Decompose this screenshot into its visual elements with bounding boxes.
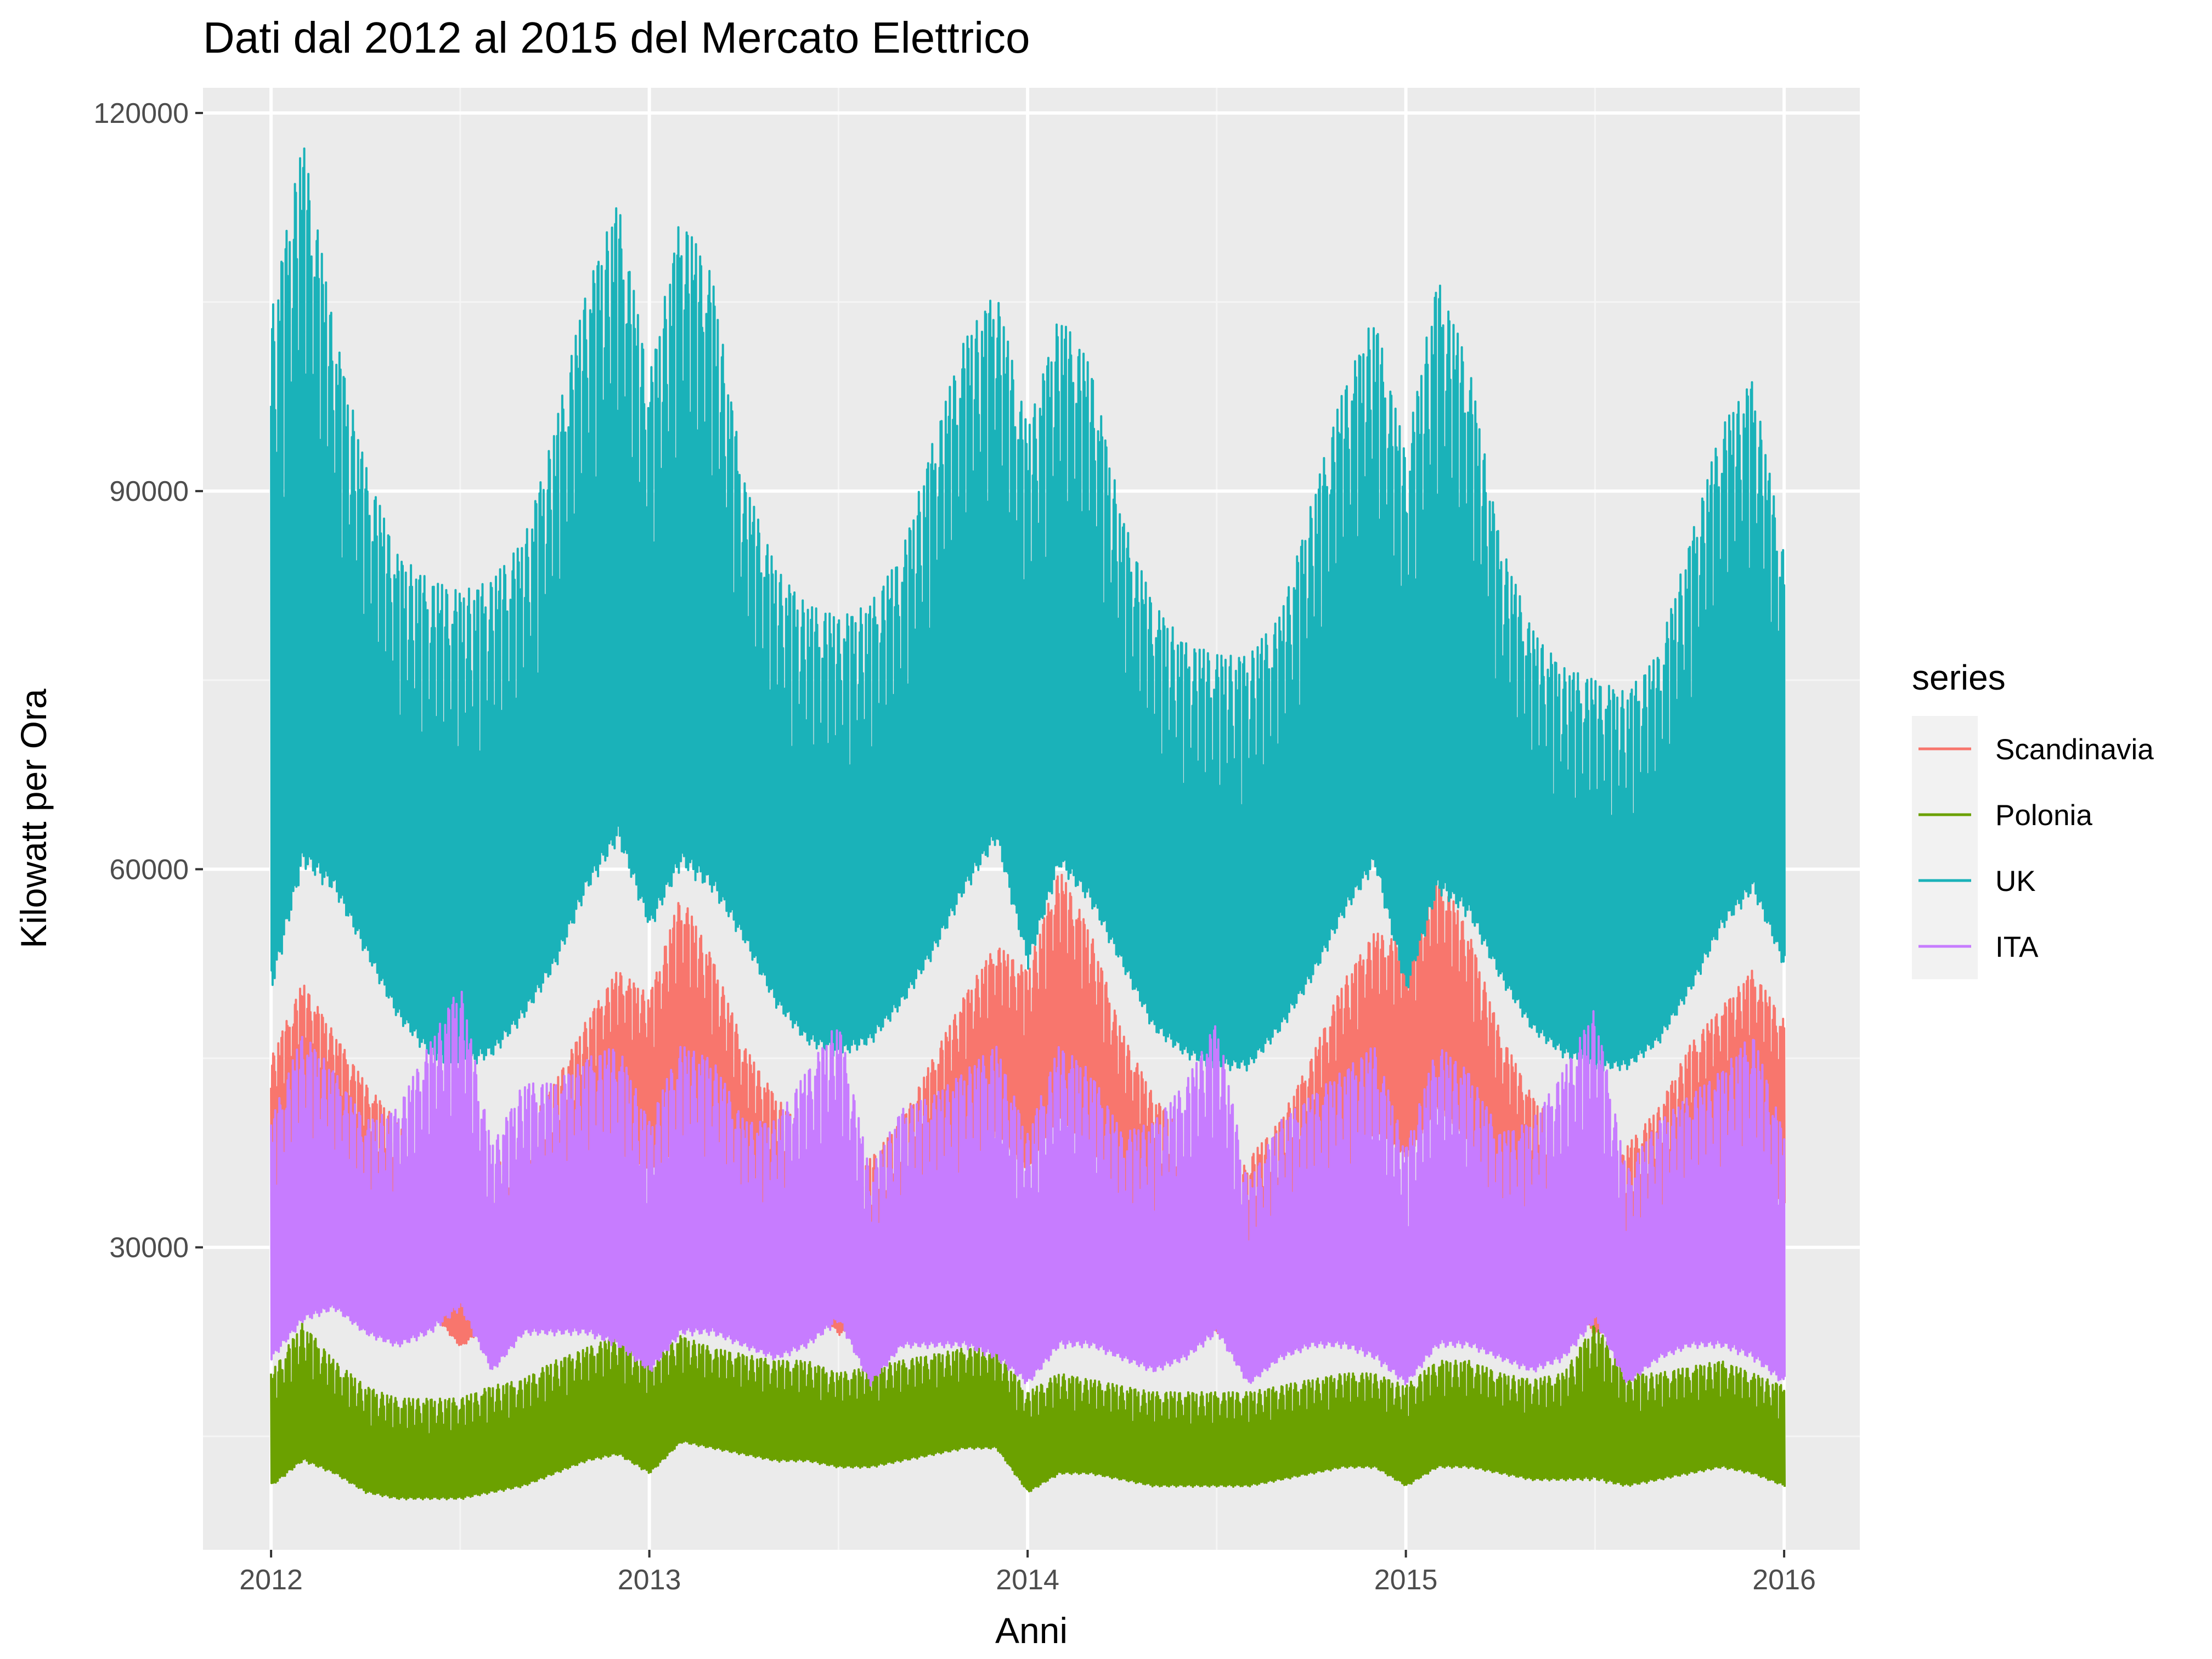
y-tick-label: 120000 <box>93 98 189 129</box>
legend-label-ita: ITA <box>1995 931 2039 963</box>
x-tick-label: 2015 <box>1374 1564 1438 1596</box>
y-tick-label: 90000 <box>109 476 189 507</box>
series-layer <box>270 147 1786 1500</box>
y-axis-title: Kilowatt per Ora <box>13 689 54 948</box>
legend-label-polonia: Polonia <box>1995 799 2092 832</box>
legend: series Scandinavia Polonia UK ITA <box>1912 658 2154 979</box>
legend-label-uk: UK <box>1995 865 2036 898</box>
y-axis: 30000 60000 90000 120000 <box>93 98 203 1264</box>
x-axis-title: Anni <box>995 1610 1068 1651</box>
y-tick-label: 30000 <box>109 1232 189 1264</box>
series-line-ita <box>270 990 1786 1387</box>
x-axis: 2012 2013 2014 2015 2016 <box>239 1550 1816 1596</box>
series-line-uk <box>270 147 1786 1072</box>
x-tick-label: 2012 <box>239 1564 303 1596</box>
x-tick-label: 2014 <box>996 1564 1059 1596</box>
chart-title: Dati dal 2012 al 2015 del Mercato Elettr… <box>203 13 1030 62</box>
x-tick-label: 2016 <box>1752 1564 1816 1596</box>
series-line-polonia <box>270 1322 1786 1500</box>
legend-title: series <box>1912 658 2006 697</box>
legend-label-scandinavia: Scandinavia <box>1995 733 2154 766</box>
y-tick-label: 60000 <box>109 854 189 885</box>
x-tick-label: 2013 <box>618 1564 681 1596</box>
